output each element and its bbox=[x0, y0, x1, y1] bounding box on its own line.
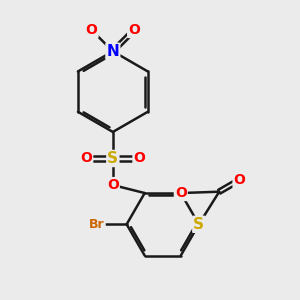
Text: Br: Br bbox=[89, 218, 105, 231]
Text: S: S bbox=[107, 151, 118, 166]
Text: O: O bbox=[175, 186, 187, 200]
Text: O: O bbox=[134, 152, 145, 166]
Text: O: O bbox=[80, 152, 92, 166]
Text: O: O bbox=[107, 178, 119, 192]
Text: O: O bbox=[128, 23, 140, 37]
Text: S: S bbox=[193, 217, 204, 232]
Text: N: N bbox=[106, 44, 119, 59]
Text: O: O bbox=[233, 173, 245, 187]
Text: O: O bbox=[86, 23, 98, 37]
